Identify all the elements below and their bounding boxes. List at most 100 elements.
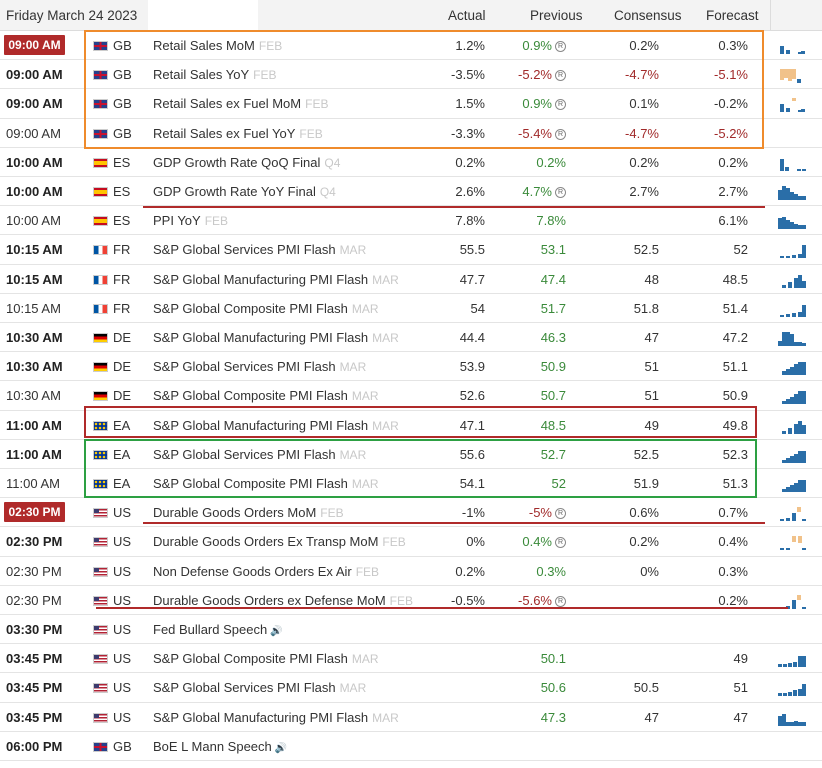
event-name: S&P Global Services PMI Flash bbox=[153, 242, 336, 258]
mini-chart-icon[interactable] bbox=[778, 361, 806, 376]
previous-value-text: 0.2% bbox=[536, 154, 566, 170]
event-name-link[interactable]: S&P Global Manufacturing PMI Flash MAR bbox=[153, 418, 399, 433]
event-name-link[interactable]: S&P Global Composite PMI Flash MAR bbox=[153, 301, 379, 316]
table-row[interactable]: 10:30 AM DE S&P Global Manufacturing PMI F… bbox=[0, 323, 822, 353]
event-name-link[interactable]: S&P Global Manufacturing PMI Flash MAR bbox=[153, 710, 399, 725]
column-actual[interactable]: Actual bbox=[448, 8, 486, 23]
event-name: S&P Global Manufacturing PMI Flash bbox=[153, 271, 369, 287]
table-row[interactable]: 10:00 AM ES GDP Growth Rate YoY Final Q4 2.6… bbox=[0, 177, 822, 207]
mini-chart-icon[interactable] bbox=[778, 332, 806, 346]
table-row[interactable]: 02:30 PM US Durable Goods Orders MoM FEB -1%… bbox=[0, 498, 822, 528]
mini-chart-icon[interactable] bbox=[778, 244, 806, 259]
event-name-link[interactable]: Retail Sales MoM FEB bbox=[153, 38, 282, 53]
table-row[interactable]: 10:15 AM FR S&P Global Manufacturing PMI F… bbox=[0, 265, 822, 294]
table-row[interactable]: 10:15 AM FR S&P Global Composite PMI Flash… bbox=[0, 294, 822, 323]
table-row[interactable]: 09:00 AM GB Retail Sales ex Fuel YoY FEB -3.… bbox=[0, 119, 822, 148]
event-name-link[interactable]: GDP Growth Rate YoY Final Q4 bbox=[153, 184, 336, 199]
mini-chart-icon[interactable] bbox=[778, 215, 806, 230]
mini-chart-bar bbox=[792, 312, 796, 317]
mini-chart-bar bbox=[790, 334, 794, 346]
event-name-link[interactable]: Durable Goods Orders Ex Transp MoM FEB bbox=[153, 534, 406, 549]
consensus-value: 51 bbox=[644, 388, 659, 404]
table-row[interactable]: 10:00 AM ES PPI YoY FEB 7.8% 7.8% 6.1% bbox=[0, 206, 822, 236]
event-name-link[interactable]: S&P Global Manufacturing PMI Flash MAR bbox=[153, 272, 399, 287]
event-name: Durable Goods Orders ex Defense MoM bbox=[153, 592, 386, 608]
previous-value-text: 50.1 bbox=[540, 651, 566, 667]
mini-chart-bar bbox=[802, 548, 806, 551]
table-row[interactable]: 09:00 AM GB Retail Sales MoM FEB 1.2% 0.9% R 0.… bbox=[0, 31, 822, 61]
event-name-link[interactable]: S&P Global Manufacturing PMI Flash MAR bbox=[153, 330, 399, 345]
mini-chart-icon[interactable] bbox=[778, 69, 806, 84]
event-time: 02:30 PM bbox=[6, 563, 62, 579]
event-name: Non Defense Goods Orders Ex Air bbox=[153, 563, 352, 579]
event-name-link[interactable]: S&P Global Services PMI Flash MAR bbox=[153, 242, 366, 257]
event-name-link[interactable]: S&P Global Services PMI Flash MAR bbox=[153, 447, 366, 462]
flag-ea-icon bbox=[93, 449, 108, 460]
event-name-link[interactable]: BoE L Mann Speech 🔊 bbox=[153, 739, 287, 754]
event-name-link[interactable]: Fed Bullard Speech 🔊 bbox=[153, 622, 283, 637]
mini-chart-bar bbox=[802, 245, 806, 259]
table-row[interactable]: 10:15 AM FR S&P Global Services PMI Flash M… bbox=[0, 235, 822, 265]
event-name-link[interactable]: Durable Goods Orders MoM FEB bbox=[153, 505, 344, 520]
column-previous[interactable]: Previous bbox=[530, 8, 583, 23]
table-row[interactable]: 02:30 PM US Durable Goods Orders ex Defens… bbox=[0, 586, 822, 615]
event-name: S&P Global Composite PMI Flash bbox=[153, 388, 348, 404]
table-row[interactable]: 11:00 AM EA S&P Global Services PMI Flash M… bbox=[0, 440, 822, 469]
table-row[interactable]: 03:30 PM US Fed Bullard Speech 🔊 bbox=[0, 615, 822, 645]
table-row[interactable]: 10:30 AM DE S&P Global Composite PMI Flash… bbox=[0, 381, 822, 411]
reference-period: MAR bbox=[372, 710, 399, 725]
event-name-link[interactable]: Non Defense Goods Orders Ex Air FEB bbox=[153, 564, 379, 579]
mini-chart-icon[interactable] bbox=[778, 274, 806, 288]
forecast-value: 0.4% bbox=[718, 534, 748, 550]
mini-chart-icon[interactable] bbox=[778, 98, 806, 113]
event-name: Retail Sales MoM bbox=[153, 38, 255, 53]
event-name-link[interactable]: Retail Sales ex Fuel YoY FEB bbox=[153, 126, 323, 141]
table-row[interactable]: 06:00 PM GB BoE L Mann Speech 🔊 bbox=[0, 732, 822, 761]
mini-chart-icon[interactable] bbox=[778, 40, 806, 54]
table-row[interactable]: 02:30 PM US Non Defense Goods Orders Ex Ai… bbox=[0, 557, 822, 586]
table-row[interactable]: 09:00 AM GB Retail Sales ex Fuel MoM FEB 1.5… bbox=[0, 89, 822, 119]
event-name-link[interactable]: Retail Sales ex Fuel MoM FEB bbox=[153, 96, 328, 111]
table-row[interactable]: 03:45 PM US S&P Global Composite PMI Flash… bbox=[0, 644, 822, 674]
mini-chart-icon[interactable] bbox=[778, 653, 806, 668]
mini-chart-bar bbox=[792, 599, 796, 609]
event-name-link[interactable]: S&P Global Services PMI Flash MAR bbox=[153, 680, 366, 695]
mini-chart-icon[interactable] bbox=[778, 157, 806, 171]
mini-chart-icon[interactable] bbox=[778, 682, 806, 697]
event-name-link[interactable]: Durable Goods Orders ex Defense MoM FEB bbox=[153, 593, 413, 608]
event-name-link[interactable]: GDP Growth Rate QoQ Final Q4 bbox=[153, 155, 340, 170]
event-name-link[interactable]: PPI YoY FEB bbox=[153, 213, 228, 228]
table-row[interactable]: 02:30 PM US Durable Goods Orders Ex Transp… bbox=[0, 527, 822, 557]
mini-chart-bar bbox=[788, 663, 792, 668]
table-row[interactable]: 10:30 AM DE S&P Global Services PMI Flash M… bbox=[0, 352, 822, 382]
mini-chart-icon[interactable] bbox=[778, 303, 806, 317]
mini-chart-bar bbox=[778, 715, 782, 726]
mini-chart-icon[interactable] bbox=[778, 507, 806, 522]
mini-chart-icon[interactable] bbox=[778, 186, 806, 200]
table-row[interactable]: 09:00 AM GB Retail Sales YoY FEB -3.5% -5.2% R… bbox=[0, 60, 822, 90]
event-name-link[interactable]: S&P Global Composite PMI Flash MAR bbox=[153, 476, 379, 491]
mini-chart-bar bbox=[802, 362, 806, 376]
mini-chart-bar bbox=[801, 51, 805, 54]
mini-chart-icon[interactable] bbox=[778, 478, 806, 492]
event-name-link[interactable]: S&P Global Services PMI Flash MAR bbox=[153, 359, 366, 374]
table-row[interactable]: 11:00 AM EA S&P Global Composite PMI Flash… bbox=[0, 469, 822, 499]
table-row[interactable]: 10:00 AM ES GDP Growth Rate QoQ Final Q4 0.2… bbox=[0, 148, 822, 177]
mini-chart-icon[interactable] bbox=[778, 536, 806, 551]
mini-chart-icon[interactable] bbox=[778, 449, 806, 463]
table-row[interactable]: 11:00 AM EA S&P Global Manufacturing PMI F… bbox=[0, 411, 822, 440]
event-name: S&P Global Composite PMI Flash bbox=[153, 476, 348, 491]
event-name-link[interactable]: Retail Sales YoY FEB bbox=[153, 67, 276, 82]
event-name-link[interactable]: S&P Global Composite PMI Flash MAR bbox=[153, 651, 379, 666]
mini-chart-bar bbox=[798, 196, 802, 200]
table-row[interactable]: 03:45 PM US S&P Global Services PMI Flash M… bbox=[0, 673, 822, 703]
mini-chart-icon[interactable] bbox=[778, 712, 806, 726]
mini-chart-icon[interactable] bbox=[778, 390, 806, 405]
table-row[interactable]: 03:45 PM US S&P Global Manufacturing PMI F… bbox=[0, 703, 822, 732]
mini-chart-icon[interactable] bbox=[778, 420, 806, 434]
column-consensus[interactable]: Consensus bbox=[614, 8, 682, 23]
mini-chart-bar bbox=[797, 594, 801, 600]
column-forecast[interactable]: Forecast bbox=[706, 8, 759, 23]
event-name-link[interactable]: S&P Global Composite PMI Flash MAR bbox=[153, 388, 379, 403]
previous-value: 52.7 bbox=[506, 447, 566, 462]
